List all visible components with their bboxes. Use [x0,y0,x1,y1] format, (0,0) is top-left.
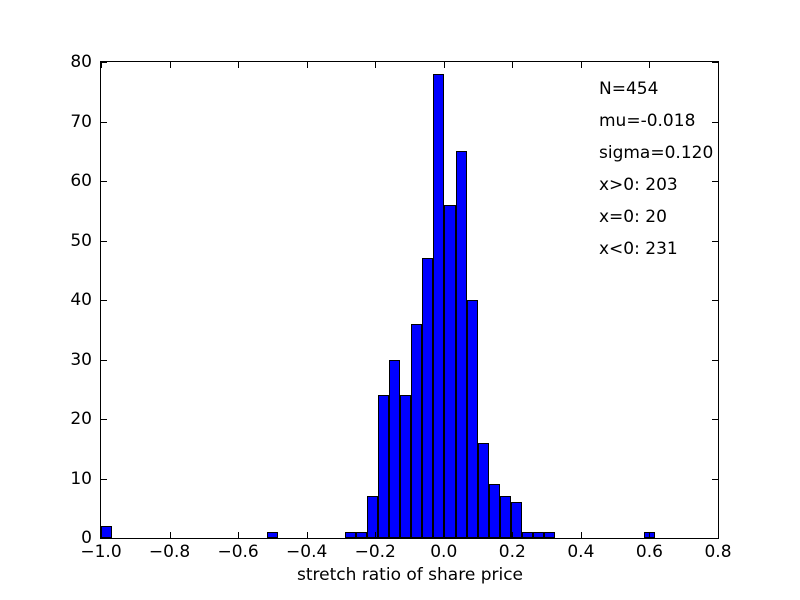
x-tick-mark [306,62,308,68]
x-tick-mark [443,532,445,538]
stats-line: mu=-0.018 [599,111,696,131]
y-tick-mark [712,359,718,361]
x-tick-mark [306,532,308,538]
histogram-bar [533,532,545,538]
histogram-bar [101,526,113,538]
histogram-bar [344,532,356,538]
histogram-bar [477,442,489,538]
x-tick-mark [238,532,240,538]
stats-line: sigma=0.120 [599,143,714,163]
x-axis-label: stretch ratio of share price [296,565,524,585]
y-tick-label: 40 [70,290,92,310]
stats-line: N=454 [599,79,659,99]
y-tick-mark [712,181,718,182]
stats-line: x<0: 231 [599,239,678,259]
x-tick-mark [649,62,651,68]
y-tick-mark [712,300,718,301]
y-tick-mark [712,121,718,123]
x-tick-label: −0.8 [148,542,191,562]
x-tick-mark [512,532,514,538]
x-tick-mark [580,532,582,538]
y-tick-mark [712,538,718,539]
histogram-bar [267,532,279,538]
y-tick-label: 20 [70,409,92,429]
x-tick-mark [443,62,445,68]
y-tick-label: 60 [70,171,92,191]
y-tick-label: 0 [81,528,92,548]
histogram-bar [355,532,367,538]
histogram-bar [422,258,434,538]
x-tick-label: −0.6 [217,542,259,562]
y-tick-label: 70 [70,111,92,132]
stats-line: x>0: 203 [599,175,678,195]
x-tick-label: −0.4 [286,542,328,562]
x-tick-mark [718,62,719,68]
y-tick-label: 30 [70,349,92,370]
x-tick-mark [238,62,240,68]
histogram-bar [433,73,445,538]
y-tick-mark [101,121,107,123]
plot-area [100,61,719,539]
y-tick-mark [101,240,107,242]
histogram-bar [400,395,412,538]
y-tick-mark [101,300,107,301]
y-tick-mark [101,359,107,361]
y-tick-mark [101,419,107,420]
x-tick-label: 0.6 [635,542,663,562]
y-tick-label: 10 [70,468,92,489]
y-tick-mark [712,62,718,63]
histogram-bar [643,532,655,538]
x-tick-label: 0.2 [498,542,526,562]
x-tick-mark [169,62,171,68]
histogram-bar [444,204,456,538]
y-tick-mark [101,538,107,539]
x-tick-mark [375,532,377,538]
x-tick-label: 0.8 [704,542,732,562]
y-tick-mark [712,240,718,242]
histogram-bar [411,323,423,538]
x-tick-label: 0.4 [567,542,595,562]
x-tick-mark [649,532,651,538]
y-tick-mark [101,478,107,480]
stats-annotation: N=454 mu=-0.018 sigma=0.120 x>0: 203 x=0: 20… [599,73,713,265]
y-tick-mark [712,478,718,480]
x-tick-mark [718,532,719,538]
histogram-bar [378,395,390,538]
y-tick-mark [101,62,107,63]
histogram-bar [466,300,478,538]
x-tick-mark [375,62,377,68]
x-tick-mark [580,62,582,68]
x-tick-label: 0.0 [430,542,458,562]
histogram-bar [521,532,534,538]
histogram-bar [455,151,467,538]
x-tick-label: −1.0 [80,542,122,562]
x-tick-mark [101,62,102,68]
histogram-bar [389,359,401,538]
x-tick-mark [169,532,171,538]
y-tick-label: 80 [70,52,92,72]
histogram-bar [488,484,500,538]
histogram-bar [499,496,511,538]
x-tick-label: −0.2 [354,542,396,562]
stats-line: x=0: 20 [599,207,667,227]
y-tick-label: 50 [70,230,92,251]
histogram-bar [510,502,522,538]
y-tick-mark [101,181,107,182]
histogram-bar [544,532,556,538]
y-tick-mark [712,419,718,420]
x-tick-mark [512,62,514,68]
x-tick-mark [101,532,102,538]
histogram-bar [366,496,379,538]
